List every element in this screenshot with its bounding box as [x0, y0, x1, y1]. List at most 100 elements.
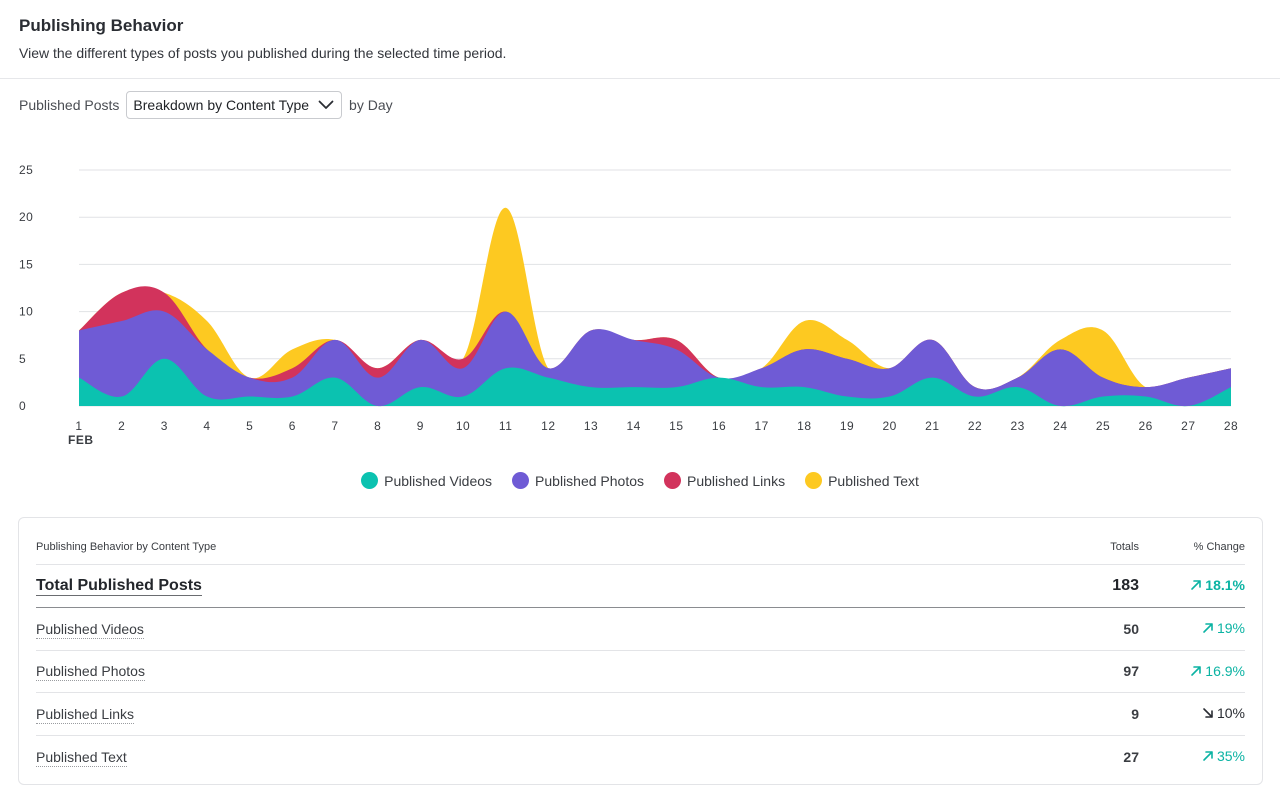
breakdown-dropdown-value: Breakdown by Content Type — [133, 97, 310, 113]
row-change-cell: 16.9% — [1139, 663, 1245, 680]
row-label-link[interactable]: Published Photos — [36, 663, 145, 682]
x-tick-label: 11 — [499, 419, 512, 433]
x-axis-ticks: 1 2 3 4 5 6 7 8 9 10 11 12 13 14 15 16 17 18 19 20 21 22 23 24 2… — [68, 419, 1238, 447]
row-change: 18.1% — [1190, 577, 1245, 593]
row-label-cell: Total Published Posts — [36, 577, 1029, 596]
legend-label: Published Photos — [535, 472, 645, 489]
table-header: Publishing Behavior by Content Type Tota… — [36, 518, 1245, 565]
filter-row: Published Posts Breakdown by Content Typ… — [19, 91, 393, 119]
row-change: 10% — [1202, 705, 1245, 721]
x-tick-label: 12 — [541, 419, 555, 433]
row-total: 183 — [1112, 577, 1139, 594]
row-change-value: 19% — [1216, 620, 1245, 637]
row-label-link[interactable]: Published Videos — [36, 620, 144, 639]
legend-label: Published Videos — [384, 472, 493, 489]
y-tick-label: 20 — [19, 210, 33, 224]
row-change-cell: 35% — [1139, 748, 1245, 765]
row-total: 50 — [1123, 620, 1139, 637]
x-tick-label: 6 — [289, 419, 296, 433]
row-change-value: 16.9% — [1205, 662, 1245, 679]
y-tick-label: 15 — [19, 257, 33, 271]
row-label-cell: Published Links — [36, 705, 1029, 724]
legend-swatch — [361, 472, 379, 489]
filter-suffix: by Day — [349, 97, 393, 113]
row-label-link[interactable]: Published Text — [36, 748, 127, 767]
legend-swatch — [512, 472, 530, 489]
x-month-label: FEB — [68, 433, 94, 447]
x-tick-label: 27 — [1181, 419, 1195, 433]
y-tick-label: 0 — [19, 399, 26, 413]
x-tick-label: 20 — [882, 419, 896, 433]
row-label-link[interactable]: Total Published Posts — [36, 577, 202, 596]
x-tick-label: 1 — [75, 419, 82, 433]
breakdown-table: Publishing Behavior by Content Type Tota… — [18, 517, 1263, 785]
header-totals: Totals — [1110, 541, 1139, 553]
legend-swatch — [664, 472, 682, 489]
table-row: Published Photos 97 16.9% — [36, 651, 1245, 693]
row-change: 16.9% — [1190, 663, 1245, 679]
arrow-up-right-icon — [1203, 623, 1213, 634]
x-tick-label: 5 — [246, 419, 253, 433]
row-change-value: 10% — [1216, 705, 1245, 722]
row-label-cell: Published Videos — [36, 620, 1029, 639]
arrow-up-right-icon — [1191, 579, 1202, 590]
header-change: % Change — [1193, 541, 1245, 553]
row-total: 9 — [1131, 705, 1139, 722]
arrow-up-right-icon — [1203, 751, 1213, 762]
x-tick-label: 13 — [584, 419, 598, 433]
area-published-videos — [79, 358, 1231, 407]
section-title: Publishing Behavior — [19, 16, 184, 35]
chevron-down-icon — [318, 100, 334, 109]
x-tick-label: 10 — [456, 419, 470, 433]
row-change-cell: 10% — [1139, 705, 1245, 722]
x-tick-label: 3 — [161, 419, 168, 433]
y-tick-label: 5 — [19, 352, 26, 366]
y-tick-label: 25 — [19, 163, 33, 177]
x-tick-label: 7 — [331, 419, 338, 433]
header-label: Publishing Behavior by Content Type — [36, 541, 217, 553]
y-axis-ticks: 0 5 10 15 20 25 — [19, 163, 33, 413]
row-change: 19% — [1202, 620, 1245, 636]
row-change-cell: 18.1% — [1139, 577, 1245, 596]
breakdown-dropdown[interactable]: Breakdown by Content Type — [126, 91, 343, 119]
section-subtitle: View the different types of posts you pu… — [19, 45, 507, 61]
row-label-link[interactable]: Published Links — [36, 705, 135, 724]
legend-item-published-videos[interactable]: Published Videos — [361, 472, 492, 489]
section-header: Publishing Behavior View the different t… — [0, 0, 1280, 79]
x-tick-label: 26 — [1138, 419, 1152, 433]
x-tick-label: 21 — [925, 419, 939, 433]
x-tick-label: 17 — [754, 419, 768, 433]
legend-item-published-text[interactable]: Published Text — [805, 472, 919, 489]
row-total: 27 — [1123, 748, 1139, 765]
table-body: Total Published Posts 183 18.1% Published V… — [36, 565, 1245, 778]
arrow-up-right-icon — [1191, 665, 1202, 676]
table-row: Total Published Posts 183 18.1% — [36, 565, 1245, 608]
filter-prefix: Published Posts — [19, 97, 120, 113]
row-label-cell: Published Text — [36, 748, 1029, 767]
table-row: Published Videos 50 19% — [36, 608, 1245, 651]
legend-item-published-links[interactable]: Published Links — [664, 472, 785, 489]
x-tick-label: 9 — [417, 419, 424, 433]
y-tick-label: 10 — [19, 305, 33, 319]
x-tick-label: 15 — [669, 419, 683, 433]
area-series — [79, 207, 1231, 407]
legend-swatch — [805, 472, 823, 489]
row-label-cell: Published Photos — [36, 663, 1029, 682]
x-tick-label: 28 — [1224, 419, 1238, 433]
x-tick-label: 4 — [203, 419, 210, 433]
table-row: Published Links 9 10% — [36, 693, 1245, 736]
row-change-cell: 19% — [1139, 620, 1245, 637]
row-change-value: 35% — [1216, 748, 1245, 765]
x-tick-label: 2 — [118, 419, 125, 433]
legend-item-published-photos[interactable]: Published Photos — [512, 472, 644, 489]
x-tick-label: 19 — [840, 419, 854, 433]
x-tick-label: 22 — [968, 419, 982, 433]
table-row: Published Text 27 35% — [36, 736, 1245, 779]
row-change-value: 18.1% — [1205, 576, 1245, 593]
x-tick-label: 23 — [1010, 419, 1024, 433]
arrow-down-right-icon — [1203, 708, 1213, 719]
x-tick-label: 14 — [626, 419, 640, 433]
x-tick-label: 24 — [1053, 419, 1067, 433]
legend-label: Published Links — [687, 472, 786, 489]
